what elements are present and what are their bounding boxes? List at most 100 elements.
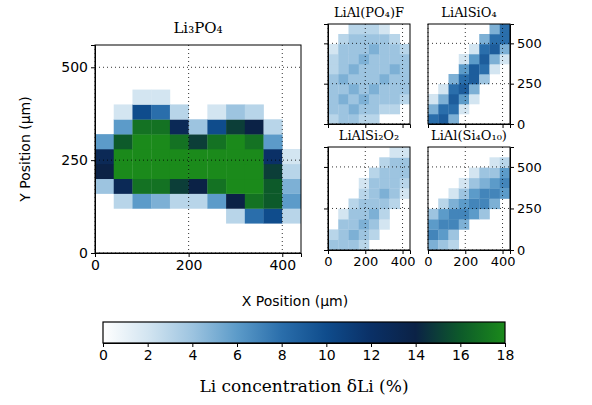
cell [428,219,439,230]
cell [438,240,449,250]
cell [189,164,208,179]
cell [469,94,480,104]
colorbar-tick-label: 16 [452,347,470,363]
cell [490,168,501,179]
cell [359,54,370,64]
cell [490,188,501,199]
cell [369,209,380,220]
cell [490,64,501,74]
cell [328,94,339,104]
cell [207,119,226,134]
grid [328,24,410,124]
cell [490,34,501,44]
colorbar-axis: 024681012141618 [99,343,514,363]
grid-line-x [502,147,503,250]
cell [479,168,490,179]
cell [469,64,480,74]
cell [264,149,283,164]
cell [359,44,370,54]
cell [459,84,470,94]
cell [359,178,370,189]
cell [226,194,245,209]
cell [479,209,490,220]
cell [428,94,439,104]
x-tick-label: 400 [269,257,296,273]
y-tick [324,43,328,44]
cell [207,179,226,194]
grid-line-x [188,45,189,253]
grid-line-x [502,24,503,124]
grid-line-x [365,24,366,124]
cell [438,209,449,220]
y-tick-mark [324,250,328,251]
cell [390,147,401,158]
cell [151,149,170,164]
cell [151,90,170,105]
x-tick: 200 [453,250,478,269]
cell [369,34,380,44]
cell [114,119,133,134]
cell [264,134,283,149]
cell [390,199,401,210]
cell [282,149,301,164]
cell [438,94,449,104]
y-axis-line [511,25,515,125]
grid-line-x [282,45,283,253]
cell [428,104,439,114]
cell [490,54,501,64]
cell [400,168,410,179]
cell [349,219,360,230]
cells [328,24,410,124]
cell [349,64,360,74]
cell [338,209,349,220]
cell [338,219,349,230]
cell [328,240,339,250]
x-tick-label: 400 [391,254,416,269]
cell [282,179,301,194]
cell [479,74,490,84]
panel: 0200400LiAlSi₂O₂ [324,128,415,269]
cell [349,34,360,44]
cell [207,164,226,179]
cell [400,178,410,189]
cell [459,209,470,220]
cell [390,188,401,199]
y-tick-mark [510,84,514,85]
cell [379,209,390,220]
grid-line-y [428,166,510,167]
cell [490,178,501,189]
cell [438,84,449,94]
y-axis-line [511,148,515,251]
y-tick-label: 250 [61,152,88,168]
plot-frame [428,24,510,124]
cell [207,104,226,119]
cell [359,94,370,104]
cell [438,114,449,124]
y-tick-mark [510,250,514,251]
cell [390,34,401,44]
figure: 02004000250500Li₃PO₄Y Position (µm)X Pos… [0,0,592,405]
cell [369,44,380,54]
cell [428,114,439,124]
grid [95,45,301,253]
cell [479,199,490,210]
y-tick [324,208,328,209]
cell [459,188,470,199]
cell [349,94,360,104]
x-tick-label: 0 [324,254,332,269]
y-tick-label: 250 [517,76,542,91]
cell [449,104,460,114]
cell [369,64,380,74]
colorbar-tick-label: 6 [233,347,242,363]
cell [338,114,349,124]
cell [245,119,264,134]
cell [400,64,410,74]
cell [132,90,151,105]
cell [479,44,490,54]
colorbar-tick-label: 0 [99,347,108,363]
cell [338,104,349,114]
x-axis: 0200400 [324,250,415,269]
colorbar-tick: 18 [497,343,515,363]
cell [264,208,283,223]
cell [189,134,208,149]
